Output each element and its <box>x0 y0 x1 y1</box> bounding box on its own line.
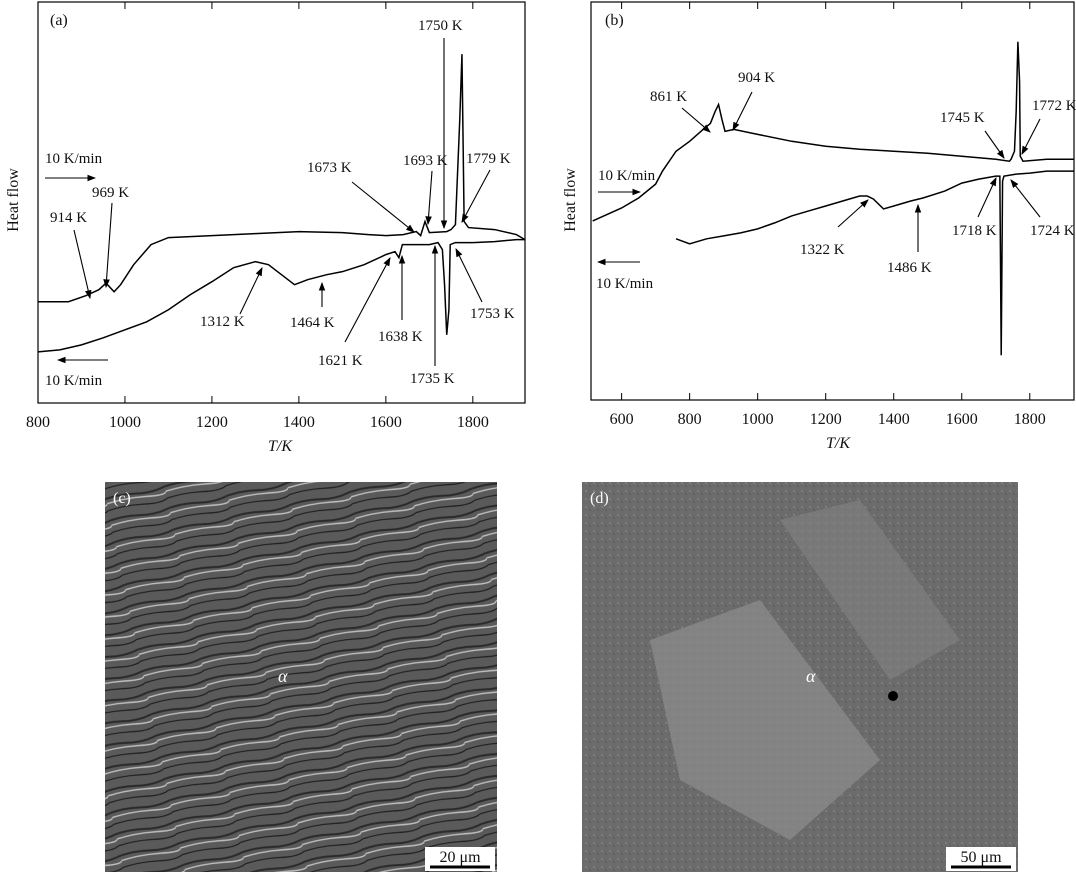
scale-label: 20 μm <box>439 849 481 866</box>
image-c: (c) α 20 μm <box>105 482 497 872</box>
x-axis-label: T/K <box>826 435 851 452</box>
x-tick-label: 600 <box>610 411 634 428</box>
x-tick-label: 1800 <box>1014 411 1046 428</box>
y-axis-label: Heat flow <box>562 168 579 232</box>
annotation-arrow <box>344 257 391 343</box>
x-tick-label: 1400 <box>878 411 910 428</box>
annotation-arrow <box>732 91 753 131</box>
annotation: 1638 K <box>378 329 423 345</box>
annotation: 1322 K <box>800 242 845 258</box>
x-tick-label: 800 <box>678 411 702 428</box>
annotation: 1464 K <box>290 315 335 331</box>
annotation-arrow <box>461 169 491 223</box>
annotation: 1745 K <box>940 110 985 126</box>
annotation: 1753 K <box>470 306 515 322</box>
panel-label: (d) <box>590 490 609 507</box>
image-d: (d) α 50 μm <box>582 482 1018 872</box>
annotation-arrow <box>1010 179 1041 218</box>
annotation: 10 K/min <box>45 151 103 167</box>
annotation-arrow <box>455 248 483 303</box>
x-axis-label: T/K <box>268 438 293 455</box>
annotation: 1718 K <box>952 223 997 239</box>
sem-region <box>650 600 880 840</box>
annotation: 1735 K <box>410 371 455 387</box>
x-tick-label: 1200 <box>196 414 228 431</box>
x-tick-label: 1000 <box>742 411 774 428</box>
annotation: 10 K/min <box>45 373 103 389</box>
heat-flow-curve <box>37 238 525 353</box>
annotation-arrow <box>837 199 869 228</box>
y-axis-label: Heat flow <box>5 168 22 232</box>
annotation-arrow <box>1021 118 1041 155</box>
annotation-arrow <box>977 177 997 218</box>
annotation: 1693 K <box>403 153 448 169</box>
annotation: 861 K <box>650 89 687 105</box>
annotation-arrow <box>425 170 433 226</box>
annotation: 1621 K <box>318 353 363 369</box>
chart: 800 1000 1200 1400 1600 1800 T/K Heat flow (a) 17… <box>5 1 526 455</box>
x-tick-label: 1600 <box>370 414 402 431</box>
annotation: 1486 K <box>887 260 932 276</box>
annotation: 1779 K <box>466 151 511 167</box>
x-tick-label: 1200 <box>810 411 842 428</box>
phase-label: α <box>806 666 816 686</box>
sem-pore <box>888 691 898 701</box>
x-tick-label: 800 <box>26 414 50 431</box>
annotation: 914 K <box>50 210 87 226</box>
plot-frame <box>37 1 526 404</box>
annotation: 1750 K <box>418 18 463 34</box>
annotation-arrow <box>681 107 711 133</box>
x-tick-label: 1800 <box>457 414 489 431</box>
sem-image <box>105 482 497 872</box>
panel-label: (c) <box>113 490 131 507</box>
x-tick-label: 1000 <box>109 414 141 431</box>
annotation-arrow <box>239 267 263 315</box>
panel-label: (a) <box>50 12 68 29</box>
annotation: 1772 K <box>1032 98 1076 114</box>
plot-frame <box>590 1 1075 401</box>
annotation-arrow <box>984 130 1005 159</box>
annotation: 1673 K <box>307 160 352 176</box>
annotation: 10 K/min <box>596 276 654 292</box>
annotation: 1312 K <box>200 314 245 330</box>
chart: 600 800 1000 1200 1400 1600 1800 T/K Heat flow (b… <box>562 1 1076 452</box>
annotation-arrow <box>73 229 92 300</box>
annotation-arrow <box>351 181 415 233</box>
annotation-arrow <box>103 202 113 289</box>
x-tick-label: 1600 <box>946 411 978 428</box>
panel-label: (b) <box>605 12 624 29</box>
annotation: 969 K <box>92 185 129 201</box>
heat-flow-curve <box>38 54 526 303</box>
phase-label: α <box>278 666 288 686</box>
scale-label: 50 μm <box>960 849 1002 866</box>
x-tick-label: 1400 <box>283 414 315 431</box>
annotation: 10 K/min <box>598 168 656 184</box>
heat-flow-curve <box>592 41 1074 222</box>
sem-region <box>780 500 960 680</box>
heat-flow-curve <box>675 170 1074 356</box>
annotation: 904 K <box>738 70 775 86</box>
annotation: 1724 K <box>1030 223 1075 239</box>
